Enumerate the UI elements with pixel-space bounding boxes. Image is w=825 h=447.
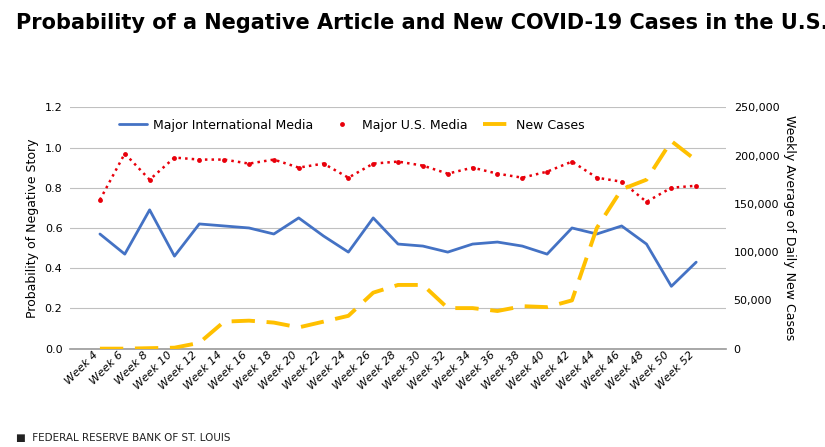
New Cases [219, 319, 229, 325]
Major International Media [393, 241, 403, 247]
Major International Media [642, 241, 652, 247]
Y-axis label: Weekly Average of Daily New Cases: Weekly Average of Daily New Cases [783, 115, 796, 341]
New Cases [343, 313, 353, 319]
Major U.S. Media [219, 157, 229, 162]
Major U.S. Media [244, 161, 254, 166]
New Cases [120, 346, 130, 351]
Major U.S. Media [443, 171, 453, 176]
Major International Media [468, 241, 478, 247]
New Cases [294, 325, 304, 330]
New Cases [617, 187, 627, 192]
New Cases [393, 282, 403, 287]
Major International Media [95, 232, 105, 237]
Y-axis label: Probability of Negative Story: Probability of Negative Story [26, 138, 39, 318]
Major International Media [368, 215, 378, 220]
New Cases [244, 318, 254, 323]
Major U.S. Media [642, 199, 652, 205]
New Cases [493, 308, 502, 314]
Major International Media [493, 239, 502, 245]
Major International Media [517, 243, 527, 249]
New Cases [667, 139, 676, 144]
Major International Media [120, 251, 130, 257]
Major U.S. Media [144, 177, 154, 182]
Major International Media [169, 253, 179, 259]
Major U.S. Media [368, 161, 378, 166]
Major U.S. Media [667, 185, 676, 190]
Major International Media [667, 283, 676, 289]
New Cases [443, 305, 453, 311]
New Cases [691, 158, 701, 163]
Major International Media [418, 243, 428, 249]
Major International Media [542, 251, 552, 257]
Major International Media [144, 207, 154, 212]
New Cases [542, 304, 552, 310]
Major U.S. Media [418, 163, 428, 168]
Major International Media [244, 225, 254, 231]
Major International Media [219, 223, 229, 228]
Text: Probability of a Negative Article and New COVID-19 Cases in the U.S., 2020: Probability of a Negative Article and Ne… [16, 13, 825, 34]
Major U.S. Media [691, 183, 701, 188]
New Cases [567, 298, 577, 303]
New Cases [418, 282, 428, 287]
Major U.S. Media [95, 197, 105, 202]
Legend: Major International Media, Major U.S. Media, New Cases: Major International Media, Major U.S. Me… [115, 114, 590, 136]
Major U.S. Media [343, 175, 353, 180]
Line: Major U.S. Media: Major U.S. Media [97, 151, 699, 204]
Line: Major International Media: Major International Media [100, 210, 696, 286]
Major U.S. Media [294, 165, 304, 170]
Major U.S. Media [517, 175, 527, 180]
Major International Media [617, 223, 627, 228]
Major International Media [318, 233, 328, 239]
Major U.S. Media [318, 161, 328, 166]
Major U.S. Media [120, 151, 130, 156]
Major U.S. Media [493, 171, 502, 176]
New Cases [269, 320, 279, 325]
New Cases [468, 305, 478, 311]
New Cases [368, 290, 378, 295]
New Cases [144, 346, 154, 351]
New Cases [592, 225, 601, 231]
Major International Media [195, 221, 205, 227]
New Cases [642, 177, 652, 182]
Major U.S. Media [269, 157, 279, 162]
Major International Media [567, 225, 577, 231]
Major U.S. Media [592, 175, 601, 180]
New Cases [95, 346, 105, 351]
Major U.S. Media [169, 155, 179, 160]
New Cases [318, 319, 328, 325]
Major U.S. Media [567, 159, 577, 164]
Major International Media [443, 249, 453, 255]
Major International Media [294, 215, 304, 220]
Major U.S. Media [393, 159, 403, 164]
Line: New Cases: New Cases [100, 141, 696, 349]
New Cases [195, 340, 205, 346]
Major International Media [691, 259, 701, 265]
New Cases [169, 345, 179, 350]
Major International Media [269, 232, 279, 237]
New Cases [517, 304, 527, 309]
Major U.S. Media [617, 179, 627, 184]
Text: ■  FEDERAL RESERVE BANK OF ST. LOUIS: ■ FEDERAL RESERVE BANK OF ST. LOUIS [16, 433, 231, 443]
Major U.S. Media [195, 157, 205, 162]
Major International Media [343, 249, 353, 255]
Major U.S. Media [542, 169, 552, 174]
Major U.S. Media [468, 165, 478, 170]
Major International Media [592, 232, 601, 237]
